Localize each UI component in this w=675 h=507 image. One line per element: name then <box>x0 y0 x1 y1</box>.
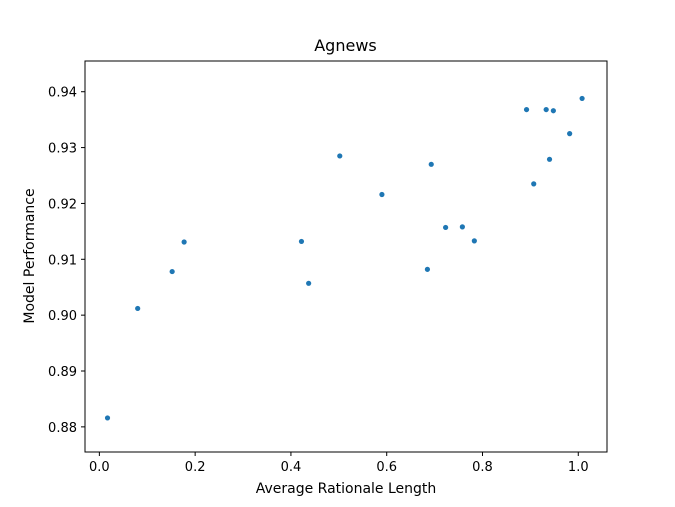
y-tick-label: 0.89 <box>48 365 77 380</box>
y-axis: 0.88 0.89 0.90 0.91 0.92 0.93 0.94 <box>48 86 85 436</box>
data-point <box>379 191 385 198</box>
x-tick-label: 0.4 <box>281 460 302 475</box>
y-tick-label: 0.88 <box>48 421 77 436</box>
data-point <box>567 131 573 137</box>
y-axis-label: Model Performance <box>22 188 38 323</box>
y-tick-label: 0.93 <box>48 142 77 157</box>
data-point <box>104 415 111 421</box>
x-tick-label: 0.2 <box>185 460 206 475</box>
data-point <box>135 305 141 312</box>
chart-title: Agnews <box>314 36 377 55</box>
data-point <box>546 156 553 162</box>
y-tick-label: 0.94 <box>48 86 77 101</box>
x-tick-label: 0.0 <box>89 460 110 475</box>
plot-area <box>84 60 608 453</box>
y-tick-label: 0.90 <box>48 309 77 324</box>
data-point <box>337 153 343 159</box>
data-point <box>428 161 434 167</box>
y-tick-label: 0.92 <box>48 197 77 212</box>
x-tick-label: 0.6 <box>376 460 397 475</box>
x-tick-label: 1.0 <box>568 460 589 475</box>
data-points <box>104 95 585 421</box>
data-point <box>471 238 477 244</box>
data-point <box>459 224 465 230</box>
data-point <box>523 106 530 113</box>
data-point <box>543 106 549 113</box>
data-point <box>531 181 537 187</box>
data-point <box>550 108 556 114</box>
data-point <box>298 238 305 245</box>
data-point <box>579 95 585 102</box>
plot-frame <box>84 60 608 453</box>
x-tick-label: 0.8 <box>472 460 493 475</box>
data-point <box>169 268 175 275</box>
x-axis: 0.0 0.2 0.4 0.6 0.8 1.0 <box>89 452 589 475</box>
y-tick-label: 0.91 <box>48 253 77 268</box>
data-point <box>443 224 449 231</box>
x-axis-label: Average Rationale Length <box>256 481 437 497</box>
data-point <box>424 266 431 272</box>
data-point <box>181 239 187 245</box>
data-point <box>306 280 312 286</box>
